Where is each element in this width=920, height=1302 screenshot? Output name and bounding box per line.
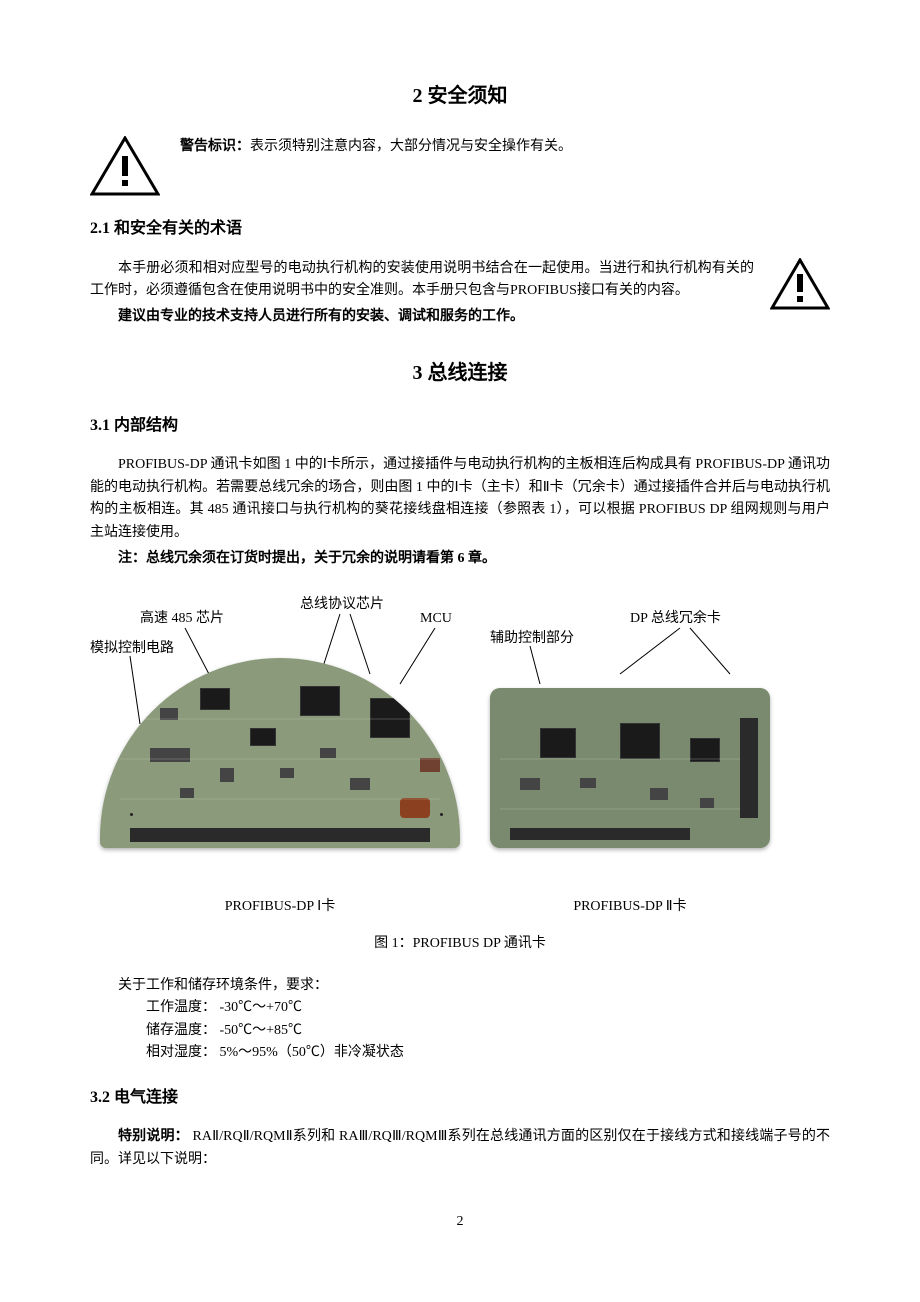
page-number: 2	[90, 1211, 830, 1233]
figure-caption-card-1: PROFIBUS-DP Ⅰ卡	[100, 896, 460, 918]
section-2-1-p2: 建议由专业的技术支持人员进行所有的安装、调试和服务的工作。	[90, 306, 754, 328]
figure-board-captions: PROFIBUS-DP Ⅰ卡 PROFIBUS-DP Ⅱ卡	[90, 896, 830, 918]
warning-desc: 表示须特别注意内容，大部分情况与安全操作有关。	[250, 139, 572, 154]
figure-label-485-chip: 高速 485 芯片	[140, 608, 224, 630]
env-humidity: 相对湿度： 5%～95%（50℃）非冷凝状态	[90, 1042, 830, 1064]
section-2-1-body: 本手册必须和相对应型号的电动执行机构的安装使用说明书结合在一起使用。当进行和执行…	[90, 258, 830, 333]
warning-label: 警告标识：	[180, 139, 250, 154]
env-intro: 关于工作和储存环境条件，要求：	[90, 975, 830, 997]
environment-requirements: 关于工作和储存环境条件，要求： 工作温度： -30℃～+70℃ 储存温度： -5…	[90, 975, 830, 1065]
section-3-2-title: 3.2 电气连接	[90, 1085, 830, 1111]
section-2-1-p1: 本手册必须和相对应型号的电动执行机构的安装使用说明书结合在一起使用。当进行和执行…	[90, 258, 754, 303]
figure-1: 高速 485 芯片 总线协议芯片 MCU 辅助控制部分 DP 总线冗余卡 模拟控…	[90, 594, 830, 955]
figure-caption-card-2: PROFIBUS-DP Ⅱ卡	[490, 896, 770, 918]
env-work-temp: 工作温度： -30℃～+70℃	[90, 997, 830, 1019]
figure-label-mcu: MCU	[420, 608, 452, 630]
special-note-label: 特别说明：	[118, 1129, 189, 1144]
figure-label-protocol-chip: 总线协议芯片	[300, 594, 384, 616]
figure-1-caption: 图 1：PROFIBUS DP 通讯卡	[90, 933, 830, 955]
section-2-1-title: 2.1 和安全有关的术语	[90, 216, 830, 242]
figure-label-aux: 辅助控制部分	[490, 628, 574, 650]
warning-text-block: 警告标识：表示须特别注意内容，大部分情况与安全操作有关。	[180, 136, 830, 158]
warning-triangle-icon	[770, 258, 830, 310]
section-3-2-p1: 特别说明： RAⅡ/RQⅡ/RQMⅡ系列和 RAⅢ/RQⅢ/RQMⅢ系列在总线通…	[90, 1126, 830, 1171]
pcb-card-1	[100, 658, 460, 848]
chapter-3-title: 3 总线连接	[90, 357, 830, 389]
figure-label-dp-redundant: DP 总线冗余卡	[630, 608, 721, 630]
section-3-1-title: 3.1 内部结构	[90, 413, 830, 439]
env-store-temp: 储存温度： -50℃～+85℃	[90, 1020, 830, 1042]
chapter-2-title: 2 安全须知	[90, 80, 830, 112]
section-3-1-note: 注：总线冗余须在订货时提出，关于冗余的说明请看第 6 章。	[90, 548, 830, 570]
warning-triangle-icon	[90, 136, 160, 196]
warning-block: 警告标识：表示须特别注意内容，大部分情况与安全操作有关。	[90, 136, 830, 196]
section-3-1-p1: PROFIBUS-DP 通讯卡如图 1 中的Ⅰ卡所示，通过接插件与电动执行机构的…	[90, 454, 830, 544]
pcb-card-2	[490, 688, 770, 848]
